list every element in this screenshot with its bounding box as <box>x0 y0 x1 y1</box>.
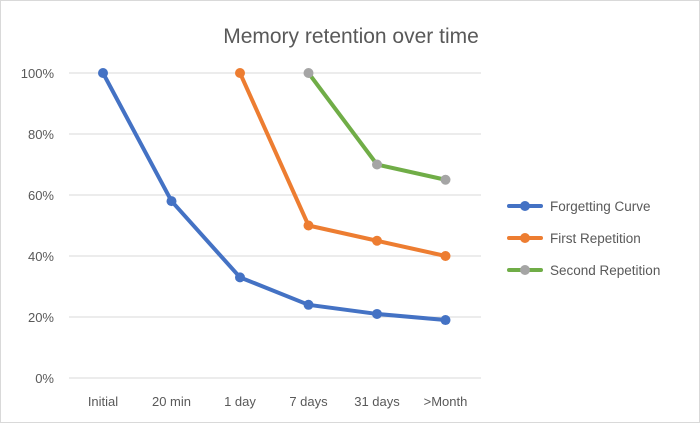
data-point <box>372 159 382 170</box>
data-point <box>372 235 382 246</box>
data-point <box>372 308 382 319</box>
y-axis-ticks: 0% 20% 40% 60% 80% 100% <box>21 66 55 386</box>
data-point <box>303 299 314 310</box>
data-point <box>235 68 245 78</box>
series-3 <box>303 68 451 185</box>
y-tick-label: 80% <box>28 127 54 142</box>
legend-label: First Repetition <box>550 231 641 246</box>
data-point <box>303 68 314 78</box>
legend-item: Second Repetition <box>507 263 660 278</box>
y-tick-label: 20% <box>28 310 54 325</box>
data-point <box>440 174 451 185</box>
y-tick-label: 0% <box>35 371 54 386</box>
legend: Forgetting Curve First Repetition Second R… <box>507 199 660 278</box>
series-layer <box>98 68 451 326</box>
x-tick-label: 1 day <box>224 394 256 409</box>
series-line <box>101 71 448 323</box>
data-point <box>166 196 177 207</box>
data-point <box>440 315 451 326</box>
x-tick-label: >Month <box>424 394 468 409</box>
data-point <box>98 68 108 78</box>
x-axis-ticks: Initial 20 min 1 day 7 days 31 days >Month <box>88 394 468 409</box>
data-point <box>440 251 451 261</box>
series-2 <box>235 68 451 261</box>
y-tick-label: 100% <box>21 66 55 81</box>
grid-layer <box>69 72 481 379</box>
legend-marker-swatch <box>520 233 530 243</box>
data-point <box>235 272 245 283</box>
y-tick-label: 40% <box>28 249 54 264</box>
x-tick-label: 31 days <box>354 394 400 409</box>
legend-label: Second Repetition <box>550 263 660 278</box>
x-tick-label: 7 days <box>289 394 328 409</box>
x-tick-label: 20 min <box>152 394 191 409</box>
data-point <box>303 220 314 231</box>
series-line <box>238 71 448 258</box>
x-tick-label: Initial <box>88 394 118 409</box>
series-1 <box>98 68 451 326</box>
legend-marker-swatch <box>520 265 530 275</box>
legend-label: Forgetting Curve <box>550 199 651 214</box>
legend-item: Forgetting Curve <box>507 199 651 214</box>
legend-marker-swatch <box>520 201 530 211</box>
y-tick-label: 60% <box>28 188 54 203</box>
chart-title: Memory retention over time <box>223 25 479 48</box>
legend-item: First Repetition <box>507 231 641 246</box>
